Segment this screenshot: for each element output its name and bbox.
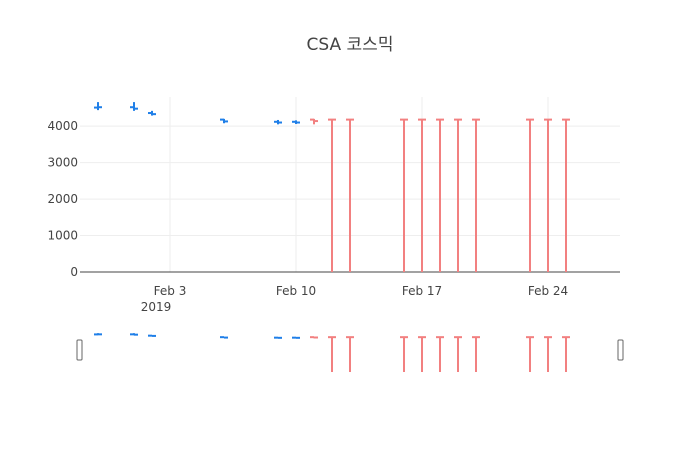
ohlc-bar xyxy=(94,102,102,111)
y-tick-label: 1000 xyxy=(47,229,78,243)
ohlc-bar xyxy=(418,118,426,272)
range-slider-ohlc-bar xyxy=(130,333,138,336)
range-slider-ohlc-bar xyxy=(292,336,300,339)
range-slider-ohlc-bar xyxy=(400,336,408,372)
y-tick-label: 0 xyxy=(70,265,78,279)
ohlc-bar xyxy=(346,118,354,272)
range-slider-ohlc-bar xyxy=(418,336,426,372)
ohlc-bar xyxy=(310,118,318,125)
ohlc-bar xyxy=(436,118,444,272)
range-slider-ohlc-bar xyxy=(472,336,480,372)
range-slider-right-handle[interactable] xyxy=(617,339,624,361)
x-tick-label: Feb 3 xyxy=(154,284,187,298)
x-tick-label: Feb 17 xyxy=(402,284,442,298)
range-slider-ohlc-bar xyxy=(436,336,444,372)
range-slider-ohlc-bar xyxy=(526,336,534,372)
x-tick-label: Feb 24 xyxy=(528,284,568,298)
axis-layer: 0 1000 2000 3000 4000 Feb 3 Feb 10 Feb 17 Feb 24… xyxy=(47,119,620,314)
range-slider-ohlc-bar xyxy=(544,336,552,372)
range-slider-left-handle[interactable] xyxy=(76,339,83,361)
range-slider-ohlc-bar xyxy=(454,336,462,372)
y-tick-label: 2000 xyxy=(47,192,78,206)
data-layer xyxy=(94,102,570,272)
range-slider-ohlc-bar xyxy=(220,336,228,339)
ohlc-bar xyxy=(454,118,462,272)
range-slider-ohlc-bar xyxy=(94,333,102,336)
ohlc-bar xyxy=(328,118,336,272)
range-slider-ohlc-bar xyxy=(328,336,336,372)
ohlc-bar xyxy=(148,110,156,116)
range-slider-ohlc-bar xyxy=(148,334,156,337)
range-slider-ohlc-bar xyxy=(310,336,318,339)
ohlc-bar xyxy=(400,118,408,272)
y-tick-label: 4000 xyxy=(47,119,78,133)
ohlc-bar xyxy=(220,118,228,124)
range-slider-ohlc-bar xyxy=(346,336,354,372)
range-slider[interactable] xyxy=(76,333,624,372)
ohlc-bar xyxy=(472,118,480,272)
chart-title: CSA 코스믹 xyxy=(307,35,394,55)
ohlc-bar xyxy=(562,118,570,272)
ohlc-bar xyxy=(544,118,552,272)
ohlc-bar xyxy=(130,102,138,111)
x-tick-label: Feb 10 xyxy=(276,284,316,298)
y-tick-label: 3000 xyxy=(47,156,78,170)
ohlc-bar xyxy=(526,118,534,272)
range-slider-ohlc-bar xyxy=(562,336,570,372)
range-slider-ohlc-bar xyxy=(274,336,282,339)
ohlc-bar xyxy=(292,120,300,124)
ohlc-bar xyxy=(274,119,282,125)
x-tick-year-label: 2019 xyxy=(141,300,172,314)
